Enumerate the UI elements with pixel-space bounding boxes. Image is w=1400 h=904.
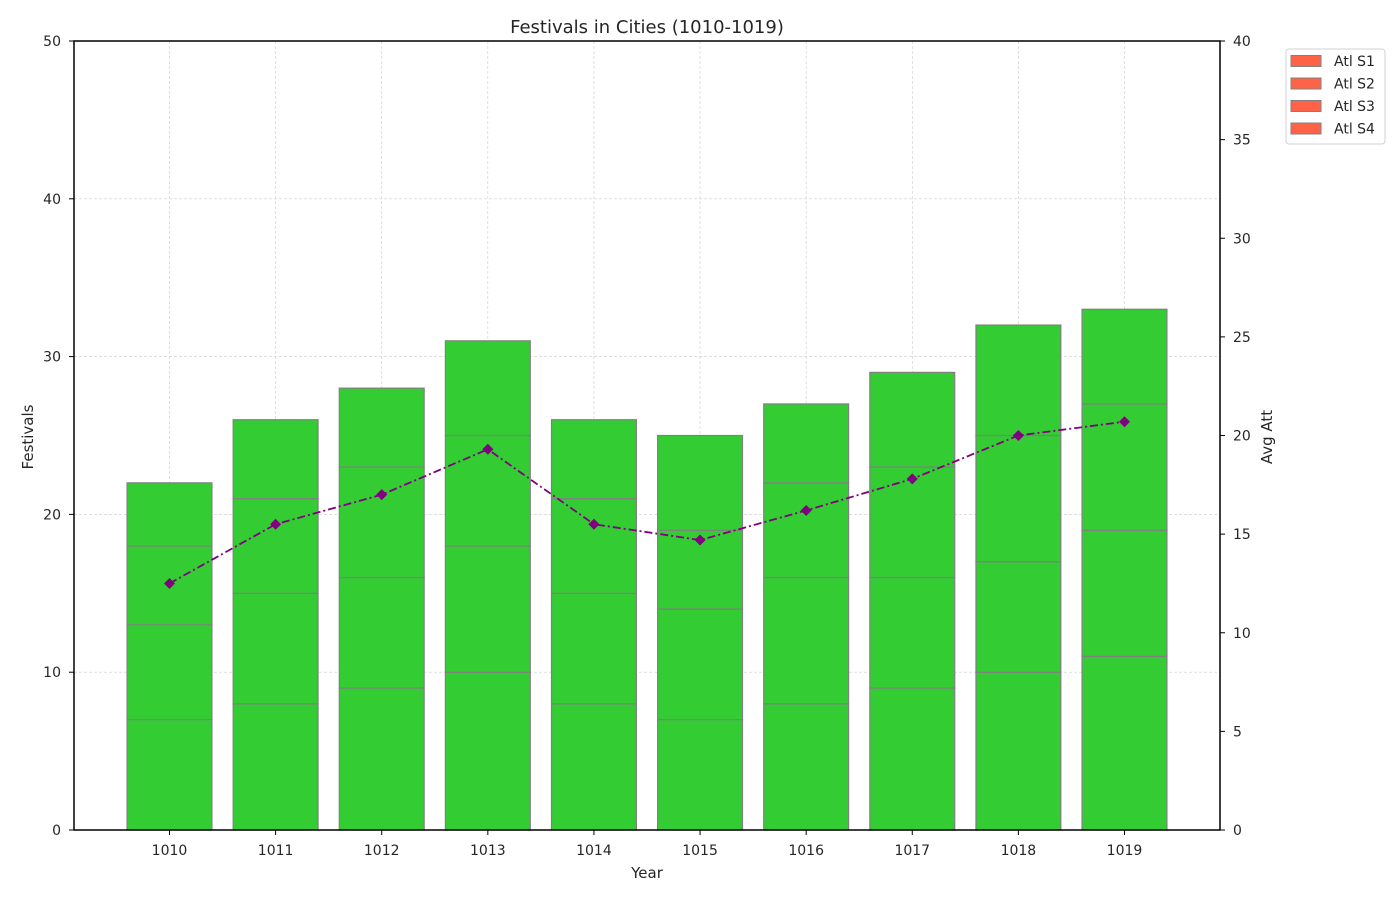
bar-segment-s1-1013 (444, 671, 531, 831)
bar-segment-s1-1011 (232, 703, 319, 831)
y-axis-label: Festivals (19, 404, 37, 469)
bar-segment-s1-1014 (550, 703, 637, 831)
bar-segment-s3-1014 (550, 498, 637, 594)
bar-segment-s4-1019 (1081, 308, 1168, 405)
y2-tick-label: 10 (1233, 626, 1251, 642)
x-tick-label: 1011 (258, 843, 294, 859)
legend-swatch (1290, 55, 1322, 67)
bar-segment-s1-1016 (763, 703, 850, 831)
bar-segment-s1-1012 (338, 687, 425, 831)
x-tick-label: 1012 (364, 843, 400, 859)
y-tick-label: 40 (43, 192, 61, 208)
bar-segment-s4-1013 (444, 340, 531, 437)
y2-tick-label: 30 (1233, 231, 1251, 247)
y-tick-label: 0 (52, 823, 61, 839)
bar-segment-s1-1015 (657, 718, 744, 831)
y-tick-label: 50 (43, 34, 61, 50)
avg-att-point (376, 489, 388, 501)
legend-label: Atl S3 (1334, 99, 1375, 115)
y2-tick-label: 20 (1233, 429, 1251, 445)
x-tick-label: 1015 (682, 843, 718, 859)
y2-tick-label: 5 (1233, 724, 1242, 740)
legend-label: Atl S1 (1334, 54, 1375, 70)
bar-segment-s3-1011 (232, 498, 319, 594)
legend-swatch (1290, 122, 1322, 135)
legend-swatch (1290, 77, 1322, 90)
x-axis-label: Year (630, 864, 664, 882)
chart-title: Festivals in Cities (1010-1019) (510, 17, 784, 38)
x-tick-label: 1014 (576, 843, 612, 859)
bar-segment-s2-1017 (869, 576, 956, 689)
x-tick-label: 1013 (470, 843, 506, 859)
bar-segment-s4-1011 (232, 419, 319, 500)
bar-segment-s2-1011 (232, 592, 319, 705)
avg-att-point (482, 443, 494, 455)
bar-segment-s2-1012 (338, 576, 425, 689)
bar-segment-s2-1019 (1081, 529, 1168, 658)
legend-label: Atl S2 (1334, 77, 1375, 93)
y2-tick-label: 25 (1233, 330, 1251, 346)
y2-tick-label: 0 (1233, 823, 1242, 839)
avg-att-point (270, 518, 282, 530)
bar-segment-s2-1018 (975, 561, 1062, 673)
y2-tick-label: 35 (1233, 133, 1251, 149)
bar-segment-s2-1010 (126, 624, 213, 721)
bar-segment-s1-1010 (126, 718, 213, 831)
avg-att-line (169, 420, 1125, 585)
legend-label: Atl S4 (1334, 122, 1375, 138)
avg-att-point (1012, 430, 1024, 441)
avg-att-point (588, 518, 600, 530)
bar-segment-s4-1012 (338, 387, 425, 468)
bar-segment-s4-1015 (657, 434, 744, 531)
bar-segment-s3-1012 (338, 466, 425, 579)
avg-att-point (1119, 416, 1130, 428)
y-tick-label: 20 (43, 507, 61, 523)
x-tick-label: 1019 (1107, 843, 1143, 859)
bars (126, 308, 1168, 831)
legend-box (1285, 48, 1386, 145)
x-tick-label: 1016 (788, 843, 824, 859)
bar-segment-s4-1017 (869, 371, 956, 468)
bar-segment-s3-1018 (975, 434, 1062, 563)
line-series (164, 416, 1130, 589)
y2-tick-label: 15 (1233, 527, 1251, 543)
bar-segment-s1-1019 (1081, 655, 1168, 831)
y-tick-label: 30 (43, 350, 61, 366)
x-tick-label: 1017 (894, 843, 930, 859)
bar-segment-s3-1016 (763, 482, 850, 579)
x-tick-label: 1010 (152, 843, 188, 859)
avg-att-point (164, 577, 175, 589)
y-tick-label: 10 (43, 665, 61, 681)
bar-segment-s3-1017 (869, 466, 956, 579)
bar-segment-s1-1017 (869, 687, 956, 831)
bar-segment-s4-1010 (126, 482, 213, 547)
bar-segment-s2-1015 (657, 608, 744, 721)
bar-segment-s4-1016 (763, 403, 850, 484)
bar-segment-s2-1014 (550, 592, 637, 705)
y2-axis-label: Avg Att (1258, 410, 1276, 464)
legend-swatch (1290, 100, 1322, 112)
avg-att-point (906, 473, 918, 485)
x-tick-label: 1018 (1001, 843, 1037, 859)
bar-segment-s4-1014 (550, 419, 637, 500)
bar-segment-s2-1013 (444, 545, 531, 673)
bar-segment-s4-1018 (975, 324, 1062, 437)
bar-segment-s1-1018 (975, 671, 1062, 831)
y2-tick-label: 40 (1233, 34, 1251, 50)
avg-att-point (694, 534, 706, 546)
legend: Atl S1 Atl S2 Atl S3 Atl S4 (1285, 48, 1386, 145)
avg-att-point (800, 504, 812, 516)
bar-segment-s2-1016 (763, 576, 850, 705)
